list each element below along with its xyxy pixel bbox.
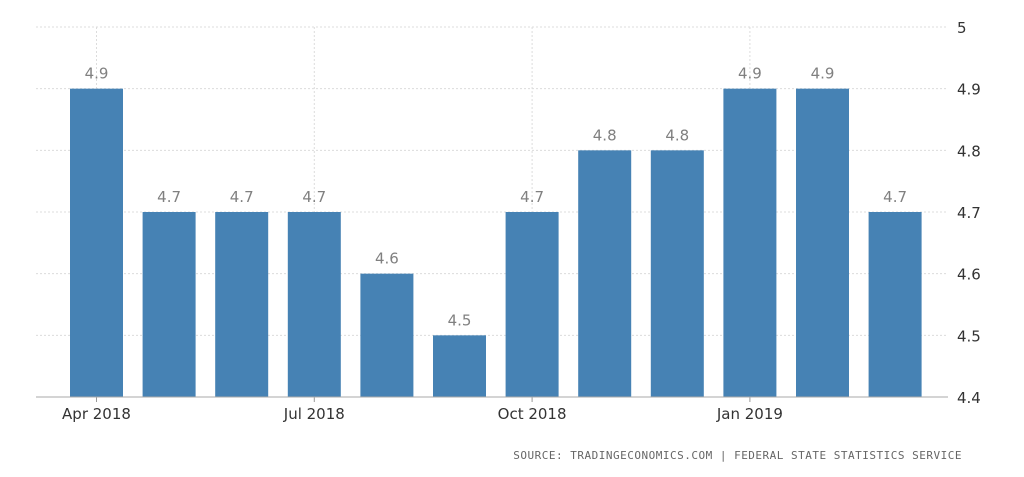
bar: [723, 88, 777, 398]
bar: [433, 335, 486, 397]
data-label: 4.6: [375, 250, 399, 268]
y-tick-label: 4.4: [957, 389, 981, 407]
data-label: 4.5: [448, 311, 472, 329]
x-tick-label: Oct 2018: [498, 405, 567, 423]
y-tick-label: 4.6: [957, 266, 981, 284]
x-tick-label: Jan 2019: [716, 405, 783, 423]
y-tick-label: 4.8: [957, 142, 981, 160]
bar: [70, 88, 123, 398]
x-tick-label: Apr 2018: [62, 405, 131, 423]
data-label: 4.7: [230, 188, 254, 206]
bar: [650, 150, 704, 397]
data-label: 4.7: [157, 188, 181, 206]
data-labels: 4.9 4.7 4.7 4.7 4.6 4.5 4.7 4.8 4.8 4.9 4.9 4.7: [85, 65, 907, 330]
x-tick-label: Jul 2018: [283, 405, 345, 423]
data-label: 4.7: [520, 188, 544, 206]
bar: [505, 212, 559, 397]
data-label: 4.7: [883, 188, 907, 206]
y-tick-label: 4.7: [957, 204, 981, 222]
data-label: 4.9: [85, 65, 109, 83]
bar: [215, 212, 269, 397]
bar: [287, 212, 341, 397]
data-label: 4.9: [811, 65, 835, 83]
source-text: SOURCE: TRADINGECONOMICS.COM | FEDERAL S…: [513, 449, 962, 462]
bar: [142, 212, 196, 397]
bar: [868, 212, 922, 397]
data-label: 4.7: [302, 188, 326, 206]
data-label: 4.8: [593, 126, 617, 144]
y-tick-label: 4.5: [957, 327, 981, 345]
bar: [578, 150, 632, 397]
data-label: 4.8: [665, 126, 689, 144]
x-axis: Apr 2018 Jul 2018 Oct 2018 Jan 2019: [36, 396, 948, 423]
y-axis: 4.4 4.5 4.6 4.7 4.8 4.9 5: [957, 19, 981, 407]
y-tick-label: 5: [957, 19, 967, 37]
y-tick-label: 4.9: [957, 81, 981, 99]
data-label: 4.9: [738, 65, 762, 83]
bar: [796, 88, 849, 398]
bars: [70, 88, 922, 398]
bar: [360, 273, 414, 397]
